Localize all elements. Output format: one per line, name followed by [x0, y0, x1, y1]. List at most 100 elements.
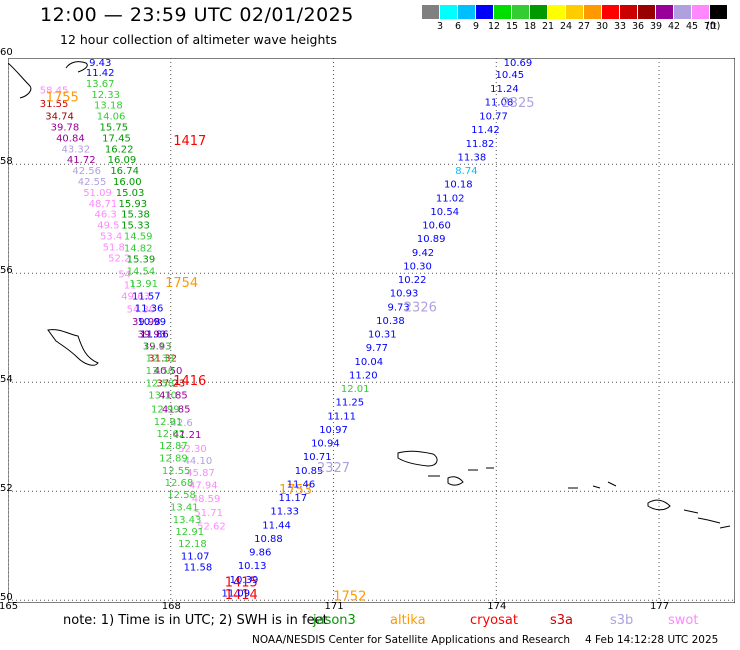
legend-labels: 3 6 9 12 15 18 21 24 27 30 33 36 39 42 45 70 — [431, 21, 719, 32]
wave-height-label: 13.43 — [173, 515, 202, 526]
wave-height-label: 52.2 — [108, 253, 130, 264]
pass-1415: 1415 — [225, 576, 258, 591]
legend-label: 33 — [613, 21, 627, 32]
wave-height-label: 15.75 — [99, 122, 128, 133]
wave-height-label: 10.69 — [504, 58, 533, 69]
legend-swatch — [638, 5, 656, 19]
pass-1754: 1754 — [165, 276, 198, 291]
wave-height-label: 39.98 — [132, 317, 161, 328]
legend-label: 27 — [577, 21, 591, 32]
map-panel: 58.45 31.55 34.7439.7840.8443.3241.7242.56… — [8, 58, 735, 603]
wave-height-label: 15.33 — [121, 221, 150, 232]
wave-height-label: 40.84 — [56, 133, 85, 144]
coastline-segment — [8, 62, 32, 99]
wave-height-label: 12.18 — [178, 539, 207, 550]
legend-label: 3 — [436, 21, 444, 32]
wave-height-label: 16.22 — [105, 144, 134, 155]
pass-number-label: 1755 — [46, 91, 79, 106]
pass-number-label: 1754 — [165, 276, 198, 291]
wave-height-label: 16.74 — [110, 166, 139, 177]
wave-height-label: 31.32 — [148, 354, 177, 365]
wave-height-label: 13.91 — [129, 279, 158, 290]
legend-swatch — [656, 5, 674, 19]
longitude-tick-label: 168 — [161, 601, 181, 612]
wave-height-label: 54 — [118, 270, 131, 281]
legend-swatch — [512, 5, 530, 19]
wave-height-label: 9.43 — [89, 58, 111, 69]
pass-1753: 1753 — [279, 483, 312, 498]
wave-height-label: 53.4 — [100, 231, 122, 242]
footnote: note: 1) Time is in UTC; 2) SWH is in fe… — [63, 613, 328, 628]
wave-height-label: 10.04 — [354, 357, 383, 368]
legend-swatch — [620, 5, 638, 19]
wave-height-label: 10.30 — [403, 261, 432, 272]
wave-height-label: 10.39 — [230, 575, 259, 586]
wave-height-label: 14.59 — [124, 231, 153, 242]
pass-1416: 1416 — [173, 374, 206, 389]
map-frame — [8, 58, 735, 603]
page-subtitle: 12 hour collection of altimeter wave hei… — [60, 32, 337, 47]
wave-height-label: 12.68 — [165, 478, 194, 489]
wave-height-label: 14.06 — [97, 112, 126, 123]
wave-height-label: 14.82 — [124, 243, 153, 254]
coastline-segment — [447, 476, 464, 486]
longitude-tick-label: 165 — [0, 601, 19, 612]
wave-height-label: 39.93 — [143, 342, 172, 353]
pass-1417: 9.4311.4213.6712.3313.1814.0615.7517.451… — [86, 58, 212, 573]
wave-height-label: 12.01 — [341, 384, 370, 395]
wave-height-label: 48.59 — [192, 494, 221, 505]
page-title: 12:00 — 23:59 UTC 02/01/2025 — [40, 4, 354, 26]
wave-height-color-legend — [422, 5, 728, 19]
wave-height-label: 48.71 — [89, 199, 118, 210]
wave-height-label: 16.09 — [108, 155, 137, 166]
wave-height-label: 8.74 — [455, 166, 477, 177]
wave-height-label: 46.3 — [95, 210, 117, 221]
coastline-segment — [397, 450, 438, 467]
wave-height-label: 42.6 — [170, 418, 192, 429]
wave-height-label: 11.42 — [471, 125, 500, 136]
latitude-tick-label: 60 — [0, 47, 13, 59]
wave-height-label: 10.18 — [444, 180, 473, 191]
wave-height-label: 49.63 — [121, 291, 150, 302]
coastlines — [8, 61, 731, 529]
legend-label: 30 — [595, 21, 609, 32]
wave-height-label: 11.09 — [222, 588, 251, 599]
legend-label: 45 — [685, 21, 699, 32]
coastline-segment — [65, 61, 88, 73]
satellite-name-s3a: s3a — [550, 613, 574, 628]
wave-height-label: 10.31 — [368, 330, 397, 341]
latitude-tick-label: 52 — [0, 483, 13, 495]
pass-1414: 1414 — [225, 588, 258, 603]
legend-label: 9 — [472, 21, 480, 32]
pass-2326: 10.38 10.31 9.77 10.04 11.20 12.01 11.25 11.11 1… — [287, 300, 437, 490]
legend-label: 24 — [559, 21, 573, 32]
wave-height-label: 51.8 — [103, 242, 125, 253]
wave-height-label: 47.94 — [189, 481, 218, 492]
legend-label: 12 — [487, 21, 501, 32]
wave-height-label: 13.10 — [148, 391, 177, 402]
wave-height-label: 41.85 — [162, 404, 191, 415]
wave-height-label: 12.38 — [146, 354, 175, 365]
pass-number-label: 1417 — [173, 134, 206, 149]
wave-height-label: 11.44 — [262, 520, 291, 531]
latitude-tick-label: 58 — [0, 156, 13, 168]
latitude-tick-label: 54 — [0, 374, 13, 386]
wave-height-label: 51.71 — [194, 508, 223, 519]
wave-height-label: 9.86 — [249, 548, 271, 559]
wave-height-label: 11.58 — [184, 562, 213, 573]
wave-height-label: 13.18 — [94, 101, 123, 112]
longitude-tick-label: 177 — [650, 601, 670, 612]
wave-height-label: 9.77 — [366, 343, 388, 354]
wave-height-label: 11.11 — [327, 411, 356, 422]
wave-height-label: 42.56 — [72, 166, 101, 177]
wave-height-label: 45.87 — [186, 468, 215, 479]
legend-swatch — [584, 5, 602, 19]
pass-number-label: 1416 — [173, 374, 206, 389]
wave-height-label: 11.07 — [181, 551, 210, 562]
wave-height-label: 10.13 — [238, 561, 267, 572]
longitude-tick-label: 171 — [324, 601, 344, 612]
wave-height-label: 54.30 — [127, 305, 156, 316]
wave-height-label: 11.86 — [140, 330, 169, 341]
